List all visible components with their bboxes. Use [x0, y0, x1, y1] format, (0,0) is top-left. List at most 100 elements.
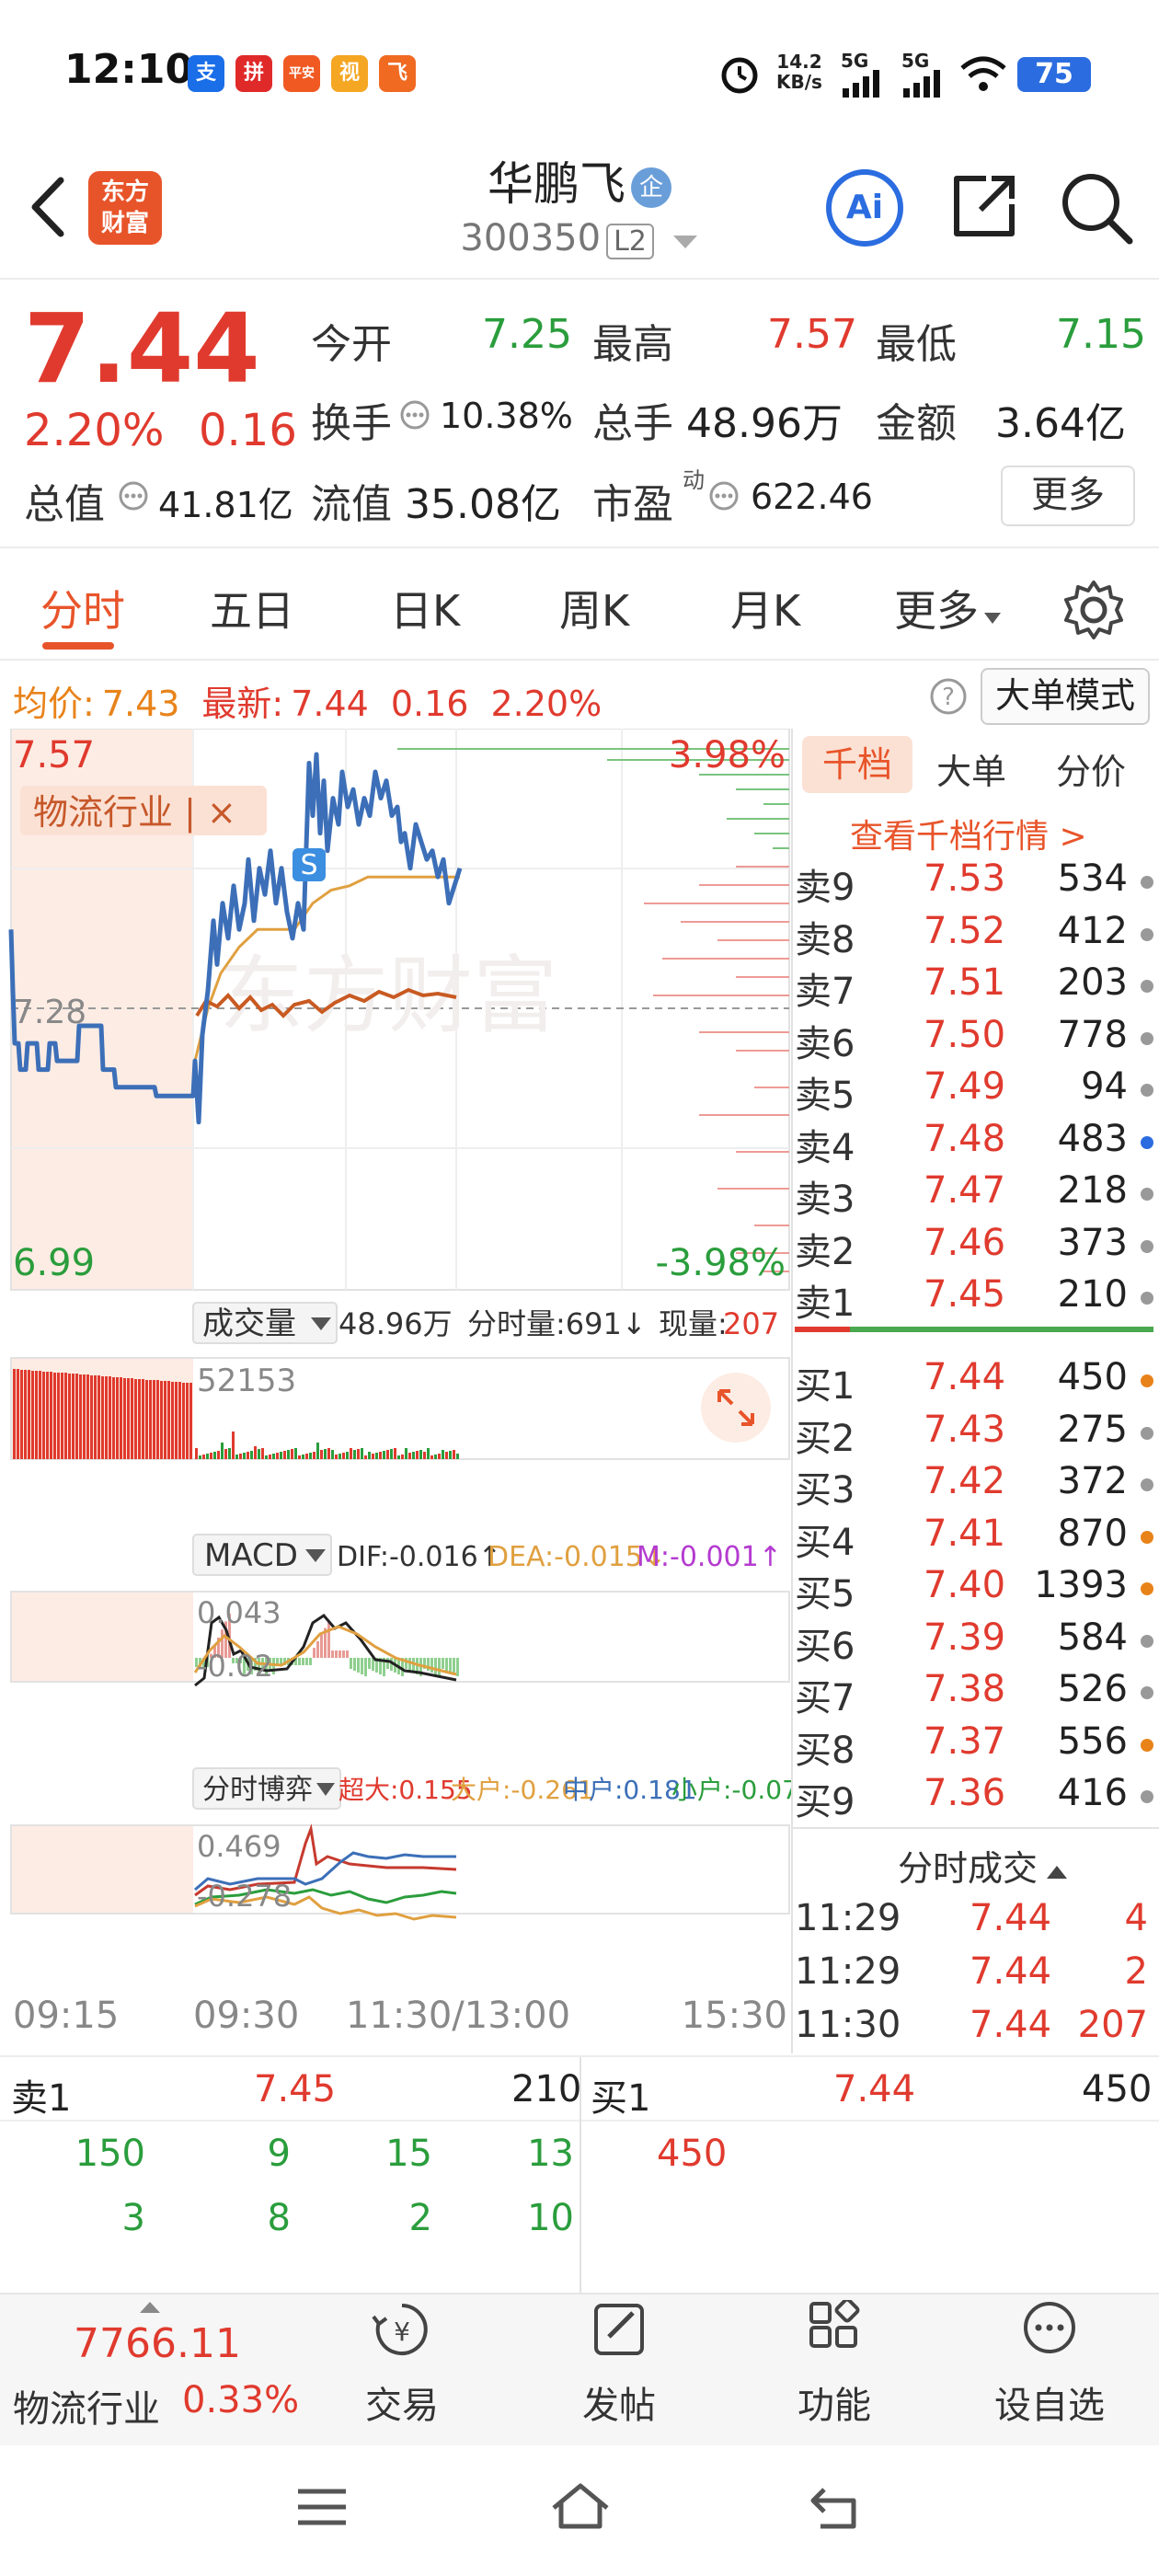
bid-volume: 526 [1057, 1668, 1128, 1710]
info-dots-icon[interactable] [118, 480, 149, 512]
industry-tag[interactable]: 物流行业 | × [33, 792, 236, 834]
divider [793, 1827, 1159, 1829]
ask-row[interactable]: 卖4 7.48 483 [795, 1118, 1153, 1169]
volume-bar [423, 1452, 426, 1459]
nav-trade[interactable]: ¥ 交易 [333, 2300, 471, 2429]
macd-bar [383, 1658, 385, 1676]
more-quote-button[interactable]: 更多 [1001, 466, 1135, 526]
pingan-icon: 平安 [283, 55, 320, 92]
share-icon[interactable] [949, 171, 1019, 241]
volume-bar [313, 1452, 316, 1459]
macd-bar [423, 1658, 426, 1669]
sell-signal-label: S [300, 849, 317, 881]
bid-row[interactable]: 买1 7.44 450 [795, 1356, 1153, 1408]
macd-bar [331, 1650, 334, 1658]
tab-price-distribution[interactable]: 分价 [1056, 752, 1127, 792]
bid-row[interactable]: 买6 7.39 584 [795, 1616, 1153, 1668]
bid-row[interactable]: 买7 7.38 526 [795, 1668, 1153, 1719]
volume-bar [372, 1454, 374, 1459]
volume-bar [305, 1454, 308, 1459]
intraday-chart[interactable]: 东方财富 7.57 7.28 6.99 3.98% -3.98% 物流行业 | … [0, 729, 791, 2044]
tab-monthly-k[interactable]: 月K [730, 586, 801, 636]
bid-volume: 275 [1057, 1408, 1128, 1451]
volume-bar [101, 1376, 104, 1459]
bid-row[interactable]: 买5 7.40 1393 [795, 1564, 1153, 1616]
index-name[interactable]: 物流行业 [13, 2388, 160, 2431]
bid-volume: 870 [1057, 1512, 1128, 1555]
ask-row[interactable]: 卖2 7.46 373 [795, 1222, 1153, 1273]
nav-add-watchlist[interactable]: 设自选 [981, 2300, 1119, 2429]
trade-row: 11:29 7.44 2 [795, 1950, 1153, 2002]
tab-daily-k[interactable]: 日K [390, 586, 461, 636]
column-divider [580, 2057, 581, 2293]
volume-bar [127, 1378, 130, 1459]
order-dot-icon [1141, 1790, 1153, 1803]
tab-weekly-k[interactable]: 周K [559, 586, 630, 636]
volume-bar [160, 1381, 163, 1459]
edit-icon [594, 2304, 644, 2355]
bid-row[interactable]: 买2 7.43 275 [795, 1409, 1153, 1460]
big-order-mode-button[interactable]: 大单模式 [981, 668, 1150, 725]
tab-more[interactable]: 更多 [894, 578, 1003, 638]
macd-selector[interactable] [192, 1534, 332, 1576]
ask-volume: 412 [1057, 909, 1128, 952]
ask-volume: 218 [1057, 1169, 1128, 1212]
volume-bar [346, 1452, 349, 1459]
x-axis-label-0915: 09:15 [13, 1995, 119, 2037]
gear-icon[interactable] [1061, 578, 1126, 642]
tab-big-order[interactable]: 大单 [936, 752, 1007, 792]
tab-thousand-level[interactable]: 千档 [802, 736, 912, 793]
volume-selector[interactable] [192, 1302, 338, 1344]
ask-level-label: 卖9 [795, 867, 855, 909]
view-thousand-level-link[interactable]: 查看千档行情 > [850, 818, 1087, 856]
ask-row[interactable]: 卖9 7.53 534 [795, 857, 1153, 909]
bid-row[interactable]: 买9 7.36 416 [795, 1772, 1153, 1823]
search-icon[interactable] [1058, 169, 1135, 247]
volume-bar [120, 1377, 122, 1459]
volume-bar [394, 1448, 396, 1459]
ask-row[interactable]: 卖7 7.51 203 [795, 961, 1153, 1013]
industry-tag-bg[interactable] [20, 786, 267, 835]
game-selector[interactable] [192, 1767, 341, 1810]
menu-icon[interactable] [294, 2484, 350, 2530]
ask-row[interactable]: 卖6 7.50 778 [795, 1014, 1153, 1065]
bid-row[interactable]: 买3 7.42 372 [795, 1460, 1153, 1512]
tab-intraday[interactable]: 分时 [40, 586, 125, 636]
volume-bar [276, 1453, 279, 1459]
back-icon[interactable] [808, 2484, 865, 2532]
volume-bar [412, 1452, 415, 1459]
bid-row[interactable]: 买8 7.37 556 [795, 1720, 1153, 1772]
nav-functions[interactable]: 功能 [765, 2297, 903, 2429]
info-dots-icon[interactable] [399, 399, 430, 431]
sell-signal-marker[interactable] [293, 848, 326, 881]
signal-2-icon [903, 70, 940, 98]
ask-level-label: 卖4 [795, 1126, 855, 1169]
ask-level-label: 卖8 [795, 918, 855, 961]
info-dots-icon[interactable] [708, 480, 740, 512]
expand-button[interactable] [701, 1373, 771, 1443]
ask-row[interactable]: 卖5 7.49 94 [795, 1065, 1153, 1117]
nav-post[interactable]: 发帖 [550, 2300, 688, 2429]
stock-code-selector[interactable]: 300350 L2 [0, 217, 1159, 259]
game-super-line [194, 1823, 457, 1897]
intraday-trades-title[interactable]: 分时成交 [898, 1840, 1069, 1891]
ask-row[interactable]: 卖8 7.52 412 [795, 910, 1153, 961]
x-axis-label-midday: 11:30/13:00 [346, 1995, 570, 2037]
macd-bar [445, 1658, 448, 1671]
home-icon[interactable] [548, 2480, 613, 2532]
index-change[interactable]: 0.33% [182, 2379, 300, 2421]
volume-bar [283, 1451, 286, 1459]
bid-row[interactable]: 买4 7.41 870 [795, 1512, 1153, 1564]
alipay-icon: 支 [188, 55, 224, 92]
help-icon[interactable]: ? [929, 677, 968, 716]
bid-level-label: 买9 [795, 1781, 855, 1823]
tab-five-day[interactable]: 五日 [210, 586, 294, 636]
ask-row[interactable]: 卖1 7.45 210 [795, 1273, 1153, 1325]
index-value[interactable]: 7766.11 [74, 2320, 241, 2367]
ask-row[interactable]: 卖3 7.47 218 [795, 1169, 1153, 1221]
volume-bar [456, 1454, 459, 1459]
volume-bar [112, 1377, 115, 1459]
ai-assistant-button[interactable]: Ai [826, 169, 903, 247]
game-mid-line [194, 1851, 456, 1892]
back-arrow-icon[interactable] [24, 175, 70, 239]
